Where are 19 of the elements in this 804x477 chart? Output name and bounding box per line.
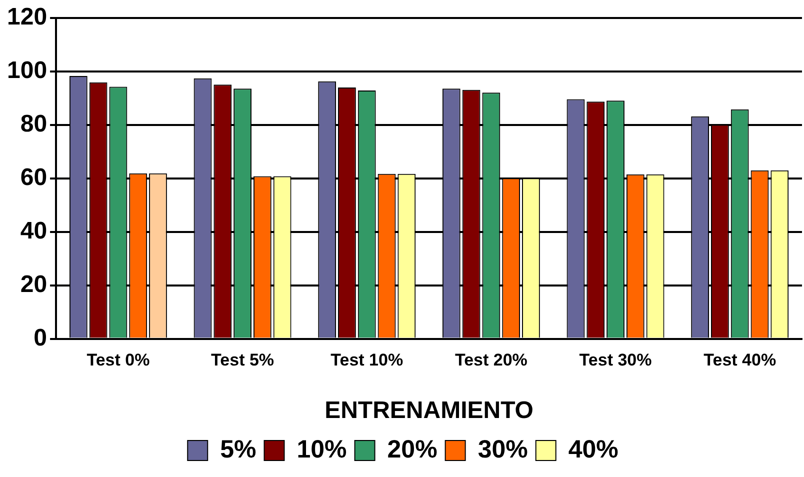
x-tick-label: Test 30%: [579, 350, 652, 370]
y-tick-label: 100: [6, 57, 48, 84]
y-tick-label: 120: [6, 4, 48, 31]
y-tick-label: 80: [20, 110, 48, 138]
x-axis-title: ENTRENAMIENTO: [324, 397, 534, 424]
y-tick-label: 0: [34, 324, 48, 352]
legend-label: 20%: [387, 435, 438, 464]
legend-label: 10%: [296, 435, 347, 464]
legend-label: 40%: [568, 435, 618, 464]
legend-label: 5%: [220, 435, 256, 464]
y-tick-label: 60: [20, 164, 48, 192]
x-tick-label: Test 10%: [330, 350, 404, 370]
x-tick-label: Test 5%: [211, 350, 274, 370]
y-tick-label: 40: [20, 217, 48, 244]
y-tick-label: 20: [20, 270, 48, 298]
legend-label: 30%: [478, 435, 528, 464]
x-tick-label: Test 20%: [454, 350, 528, 370]
x-tick-label: Test 0%: [86, 350, 150, 370]
x-tick-label: Test 40%: [704, 350, 776, 370]
